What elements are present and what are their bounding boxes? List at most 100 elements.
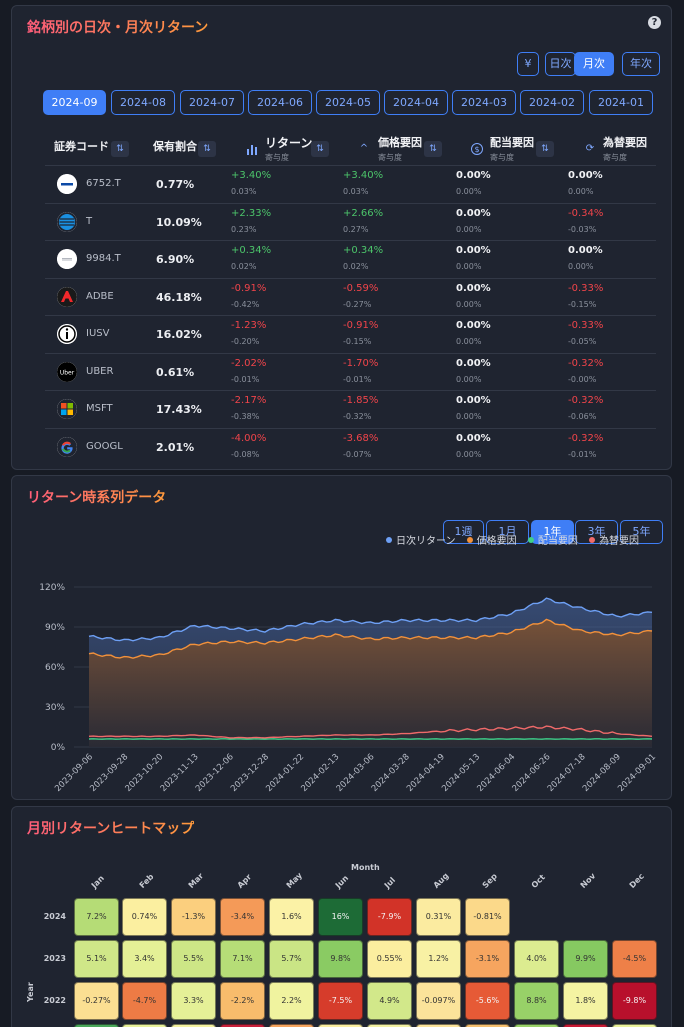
month-button-2024-02[interactable]: 2024-02 <box>520 90 584 115</box>
heatmap-cell[interactable] <box>563 1024 608 1027</box>
month-button-2024-05[interactable]: 2024-05 <box>316 90 380 115</box>
sort-return-icon[interactable]: ⇅ <box>311 141 329 157</box>
heatmap-cell[interactable]: -1.3% <box>171 898 216 936</box>
heatmap-year-axis-label: Year <box>26 982 35 1002</box>
div-contribution: 0.00% <box>456 449 482 459</box>
heatmap-cell[interactable]: 7.2% <box>74 898 119 936</box>
month-button-2024-09[interactable]: 2024-09 <box>43 90 106 115</box>
price-contribution: -0.07% <box>343 449 372 459</box>
heatmap-cell[interactable] <box>514 1024 559 1027</box>
heatmap-cell[interactable]: 3.4% <box>122 940 167 978</box>
fx-contribution: -0.06% <box>568 412 597 421</box>
heatmap-cell[interactable] <box>74 1024 119 1027</box>
stock-row[interactable]: ADBE 46.18% -0.91% -0.42% -0.59% -0.27% 0.00% 0… <box>45 277 656 315</box>
stock-row[interactable]: IUSV 16.02% -1.23% -0.20% -0.91% -0.15% 0.00% 0… <box>45 315 656 352</box>
heatmap-cell[interactable] <box>269 1024 314 1027</box>
heatmap-cell[interactable]: -3.1% <box>465 940 510 978</box>
range-button-1[interactable]: 1月 <box>486 520 529 544</box>
heatmap-month-label: Jul <box>382 875 398 890</box>
month-button-2024-07[interactable]: 2024-07 <box>180 90 244 115</box>
heatmap-cell[interactable]: 8.8% <box>514 982 559 1020</box>
month-button-2024-03[interactable]: 2024-03 <box>452 90 516 115</box>
heatmap-month-label: Sep <box>480 871 499 890</box>
price-contribution: 0.03% <box>343 187 369 196</box>
heatmap-cell[interactable]: -7.9% <box>367 898 412 936</box>
heatmap-month-label: Oct <box>529 872 547 890</box>
heatmap-cell[interactable]: -9.8% <box>612 982 657 1020</box>
heatmap-cell[interactable] <box>367 1024 412 1027</box>
heatmap-cell[interactable]: 2.2% <box>269 982 314 1020</box>
heatmap-cell[interactable]: 1.6% <box>269 898 314 936</box>
heatmap-cell[interactable]: -0.097% <box>416 982 461 1020</box>
heatmap-cell[interactable]: -0.27% <box>74 982 119 1020</box>
heatmap-cell[interactable]: 5.5% <box>171 940 216 978</box>
heatmap-cell[interactable]: -0.81% <box>465 898 510 936</box>
stock-row[interactable]: 9984.T 6.90% +0.34% 0.02% +0.34% 0.02% 0.00% 0.… <box>45 240 656 277</box>
sort-price-icon[interactable]: ⇅ <box>424 141 442 157</box>
heatmap-cell[interactable]: 7.1% <box>220 940 265 978</box>
heatmap-month-label: Apr <box>235 872 254 890</box>
stock-row[interactable]: 6752.T 0.77% +3.40% 0.03% +3.40% 0.03% 0.00% 0.… <box>45 165 656 202</box>
bar-chart-icon <box>246 143 258 155</box>
heatmap-cell[interactable]: -7.5% <box>318 982 363 1020</box>
heatmap-cell[interactable] <box>122 1024 167 1027</box>
legend-daily[interactable]: 日次リターン <box>386 536 456 547</box>
timeseries-chart[interactable]: 0%30%60%90%120%2023-09-062023-09-282023-… <box>12 476 672 800</box>
range-button-3[interactable]: 3年 <box>575 520 618 544</box>
stock-row[interactable]: Uber UBER 0.61% -2.02% -0.01% -1.70% -0.01% 0.0… <box>45 352 656 390</box>
stock-row[interactable]: MSFT 17.43% -2.17% -0.38% -1.85% -0.32% 0.00% 0… <box>45 390 656 427</box>
help-icon[interactable]: ? <box>648 16 661 29</box>
stock-row[interactable]: T 10.09% +2.33% 0.23% +2.66% 0.27% 0.00% 0.00% -… <box>45 202 656 240</box>
currency-button[interactable]: ¥ <box>517 52 539 76</box>
weight: 0.77% <box>156 178 195 191</box>
legend-dividend[interactable]: 配当要因 <box>527 536 578 547</box>
period-button-1[interactable]: 月次 <box>574 52 614 76</box>
heatmap-cell[interactable]: 0.31% <box>416 898 461 936</box>
month-button-2024-01[interactable]: 2024-01 <box>589 90 653 115</box>
heatmap-cell[interactable]: -3.4% <box>220 898 265 936</box>
price-value: -3.68% <box>343 432 379 444</box>
heatmap-cell[interactable]: 0.74% <box>122 898 167 936</box>
legend-fx[interactable]: 為替要因 <box>589 536 639 547</box>
heatmap-cell[interactable]: 1.8% <box>563 982 608 1020</box>
heatmap-card: 月別リターンヒートマップ Month Year Jan Feb Mar Apr May J… <box>11 806 672 1027</box>
heatmap-cell[interactable]: -5.6% <box>465 982 510 1020</box>
heatmap-cell[interactable]: 9.8% <box>318 940 363 978</box>
range-button-0[interactable]: 1週 <box>443 520 484 544</box>
ticker: 9984.T <box>86 253 121 264</box>
heatmap-cell[interactable] <box>171 1024 216 1027</box>
heatmap-cell[interactable] <box>612 1024 657 1027</box>
heatmap-cell[interactable]: 16% <box>318 898 363 936</box>
heatmap-cell[interactable] <box>220 1024 265 1027</box>
month-button-2024-08[interactable]: 2024-08 <box>111 90 175 115</box>
heatmap-cell[interactable]: 1.2% <box>416 940 461 978</box>
period-button-2[interactable]: 年次 <box>622 52 660 76</box>
legend-price[interactable]: 価格要因 <box>466 536 517 547</box>
stock-row[interactable]: GOOGL 2.01% -4.00% -0.08% -3.68% -0.07% 0.00% 0… <box>45 427 656 465</box>
heatmap-cell[interactable] <box>318 1024 363 1027</box>
chart-legend: 日次リターン 価格要因 配当要因 為替要因 <box>386 532 639 547</box>
heatmap-month-label: Nov <box>578 871 598 890</box>
sort-dividend-icon[interactable]: ⇅ <box>536 141 554 157</box>
month-button-2024-06[interactable]: 2024-06 <box>248 90 312 115</box>
period-button-0[interactable]: 日次 <box>545 52 576 76</box>
heatmap-cell[interactable]: -4.5% <box>612 940 657 978</box>
heatmap-cell[interactable]: 4.9% <box>367 982 412 1020</box>
heatmap-cell[interactable]: 5.7% <box>269 940 314 978</box>
heatmap-cell[interactable] <box>416 1024 461 1027</box>
sort-code-icon[interactable]: ⇅ <box>111 141 129 157</box>
fx-value: -0.33% <box>568 320 604 331</box>
heatmap-cell[interactable]: 0.55% <box>367 940 412 978</box>
price-value: -1.70% <box>343 357 379 369</box>
month-button-2024-04[interactable]: 2024-04 <box>384 90 448 115</box>
heatmap-cell[interactable]: -4.7% <box>122 982 167 1020</box>
sort-weight-icon[interactable]: ⇅ <box>198 141 216 157</box>
heatmap-cell[interactable]: -2.2% <box>220 982 265 1020</box>
range-button-4[interactable]: 5年 <box>620 520 663 544</box>
heatmap-cell[interactable]: 9.9% <box>563 940 608 978</box>
heatmap-cell[interactable] <box>465 1024 510 1027</box>
heatmap-cell[interactable]: 5.1% <box>74 940 119 978</box>
heatmap-cell[interactable]: 3.3% <box>171 982 216 1020</box>
range-button-2[interactable]: 1年 <box>531 520 574 544</box>
heatmap-cell[interactable]: 4.0% <box>514 940 559 978</box>
